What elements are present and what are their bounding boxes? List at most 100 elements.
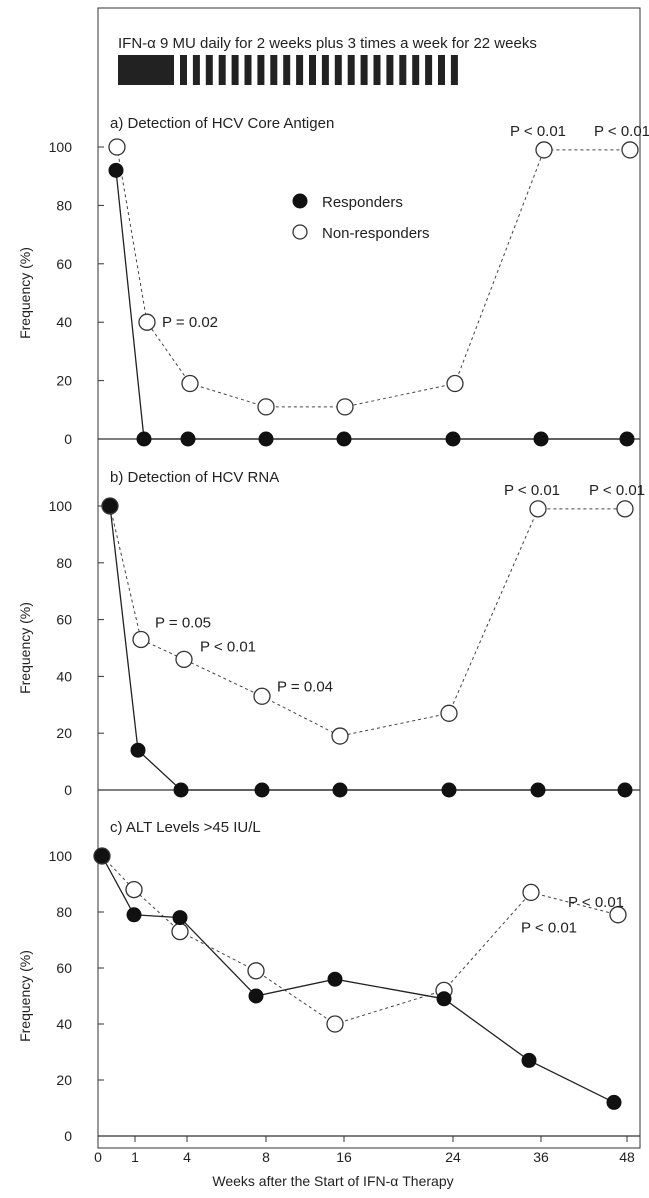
dosing-weekly-block bbox=[321, 55, 329, 85]
point-non-responders bbox=[247, 962, 265, 980]
dosing-weekly-block bbox=[296, 55, 304, 85]
legend-responders-marker bbox=[292, 193, 308, 209]
y-axis-label: Frequency (%) bbox=[17, 602, 33, 694]
regimen-text: IFN-α 9 MU daily for 2 weeks plus 3 time… bbox=[118, 35, 537, 52]
point-responders bbox=[108, 162, 124, 178]
point-non-responders bbox=[621, 141, 639, 159]
x-tick-label: 48 bbox=[619, 1149, 635, 1165]
dosing-weekly-block bbox=[309, 55, 316, 85]
y-tick-label: 80 bbox=[56, 904, 72, 920]
p-value-annotation: P = 0.04 bbox=[277, 678, 333, 695]
point-responders bbox=[180, 431, 196, 447]
dosing-weekly-block bbox=[386, 55, 394, 85]
series-line-responders bbox=[101, 855, 615, 1103]
dosing-weekly-block bbox=[438, 55, 445, 85]
p-value-annotation: P < 0.01 bbox=[594, 123, 649, 140]
y-tick-label: 100 bbox=[49, 498, 73, 514]
y-axis-label: Frequency (%) bbox=[17, 247, 33, 339]
point-responders bbox=[254, 782, 270, 798]
p-value-annotation: P < 0.01 bbox=[521, 919, 577, 936]
figure-frame bbox=[97, 7, 641, 1149]
y-tick-label: 60 bbox=[56, 256, 72, 272]
dosing-weekly-block bbox=[218, 55, 226, 85]
panel-title: a) Detection of HCV Core Antigen bbox=[110, 115, 334, 132]
panel-title: c) ALT Levels >45 IU/L bbox=[110, 819, 261, 836]
point-responders bbox=[130, 742, 146, 758]
point-responders bbox=[94, 848, 110, 864]
point-responders bbox=[136, 431, 152, 447]
panel-title: b) Detection of HCV RNA bbox=[110, 469, 279, 486]
x-axis-label: Weeks after the Start of IFN-α Therapy bbox=[212, 1173, 453, 1189]
point-non-responders bbox=[522, 883, 540, 902]
point-responders bbox=[436, 991, 452, 1007]
point-non-responders bbox=[175, 650, 193, 669]
dosing-schedule-bar bbox=[118, 55, 458, 85]
x-tick-label: 36 bbox=[533, 1149, 549, 1165]
p-value-annotation: P < 0.01 bbox=[510, 123, 566, 140]
dosing-weekly-block bbox=[192, 55, 200, 85]
point-non-responders bbox=[326, 1015, 344, 1033]
point-non-responders bbox=[609, 906, 627, 924]
legend-non-responders-marker bbox=[292, 224, 308, 240]
dosing-weekly-block bbox=[399, 55, 407, 85]
dosing-weekly-block bbox=[244, 55, 252, 85]
dosing-daily-block bbox=[118, 55, 174, 85]
point-responders bbox=[327, 971, 343, 987]
y-tick-label: 80 bbox=[56, 555, 72, 571]
dosing-weekly-block bbox=[205, 55, 213, 85]
point-non-responders bbox=[257, 398, 275, 416]
point-responders bbox=[258, 431, 274, 447]
p-value-annotation: P < 0.01 bbox=[200, 638, 256, 655]
chart-panel-1: a) Detection of HCV Core Antigen 0 20 40 60 8… bbox=[17, 115, 649, 447]
y-tick-label: 20 bbox=[56, 1072, 72, 1088]
chart-panel-3: c) ALT Levels >45 IU/L 0 20 40 60 80 100 Freque… bbox=[17, 819, 640, 1144]
y-tick-label: 100 bbox=[49, 848, 73, 864]
point-responders bbox=[606, 1094, 622, 1110]
point-non-responders bbox=[138, 313, 156, 331]
point-responders bbox=[102, 498, 118, 514]
x-tick-label: 16 bbox=[336, 1149, 352, 1165]
p-value-annotation: P = 0.02 bbox=[162, 314, 218, 331]
point-responders bbox=[173, 782, 189, 798]
point-non-responders bbox=[253, 687, 271, 705]
dosing-weekly-block bbox=[334, 55, 342, 85]
dosing-weekly-block bbox=[373, 55, 381, 85]
y-tick-label: 40 bbox=[56, 314, 72, 330]
point-responders bbox=[248, 988, 264, 1004]
point-responders bbox=[336, 431, 352, 447]
y-tick-label: 0 bbox=[64, 782, 72, 798]
point-non-responders bbox=[181, 374, 199, 393]
point-non-responders bbox=[529, 500, 547, 518]
point-non-responders bbox=[616, 500, 634, 518]
x-tick-label: 0 bbox=[94, 1149, 102, 1165]
point-non-responders bbox=[535, 141, 553, 159]
dosing-weekly-block bbox=[347, 55, 355, 85]
point-non-responders bbox=[336, 398, 354, 416]
x-tick-label: 1 bbox=[131, 1149, 139, 1165]
point-responders bbox=[441, 782, 457, 798]
point-responders bbox=[619, 431, 635, 447]
x-tick-label: 4 bbox=[183, 1149, 191, 1165]
dosing-weekly-block bbox=[257, 55, 265, 85]
point-responders bbox=[172, 910, 188, 926]
dosing-weekly-block bbox=[270, 55, 278, 85]
legend-non-responders-label: Non-responders bbox=[322, 225, 430, 242]
y-tick-label: 40 bbox=[56, 668, 72, 684]
dosing-weekly-block bbox=[360, 55, 368, 85]
point-responders bbox=[533, 431, 549, 447]
point-non-responders bbox=[440, 704, 458, 722]
y-tick-label: 100 bbox=[49, 139, 73, 155]
point-non-responders bbox=[331, 727, 349, 745]
series-line-non-responders bbox=[101, 855, 619, 1025]
legend-responders-label: Responders bbox=[322, 194, 403, 211]
y-tick-label: 80 bbox=[56, 197, 72, 213]
y-tick-label: 40 bbox=[56, 1016, 72, 1032]
dosing-weekly-block bbox=[180, 55, 187, 85]
p-value-annotation: P < 0.01 bbox=[589, 482, 645, 499]
point-non-responders bbox=[108, 138, 126, 156]
point-non-responders bbox=[132, 630, 150, 649]
legend: Responders Non-responders bbox=[292, 193, 430, 242]
series-line-responders bbox=[109, 505, 625, 791]
y-tick-label: 20 bbox=[56, 373, 72, 389]
